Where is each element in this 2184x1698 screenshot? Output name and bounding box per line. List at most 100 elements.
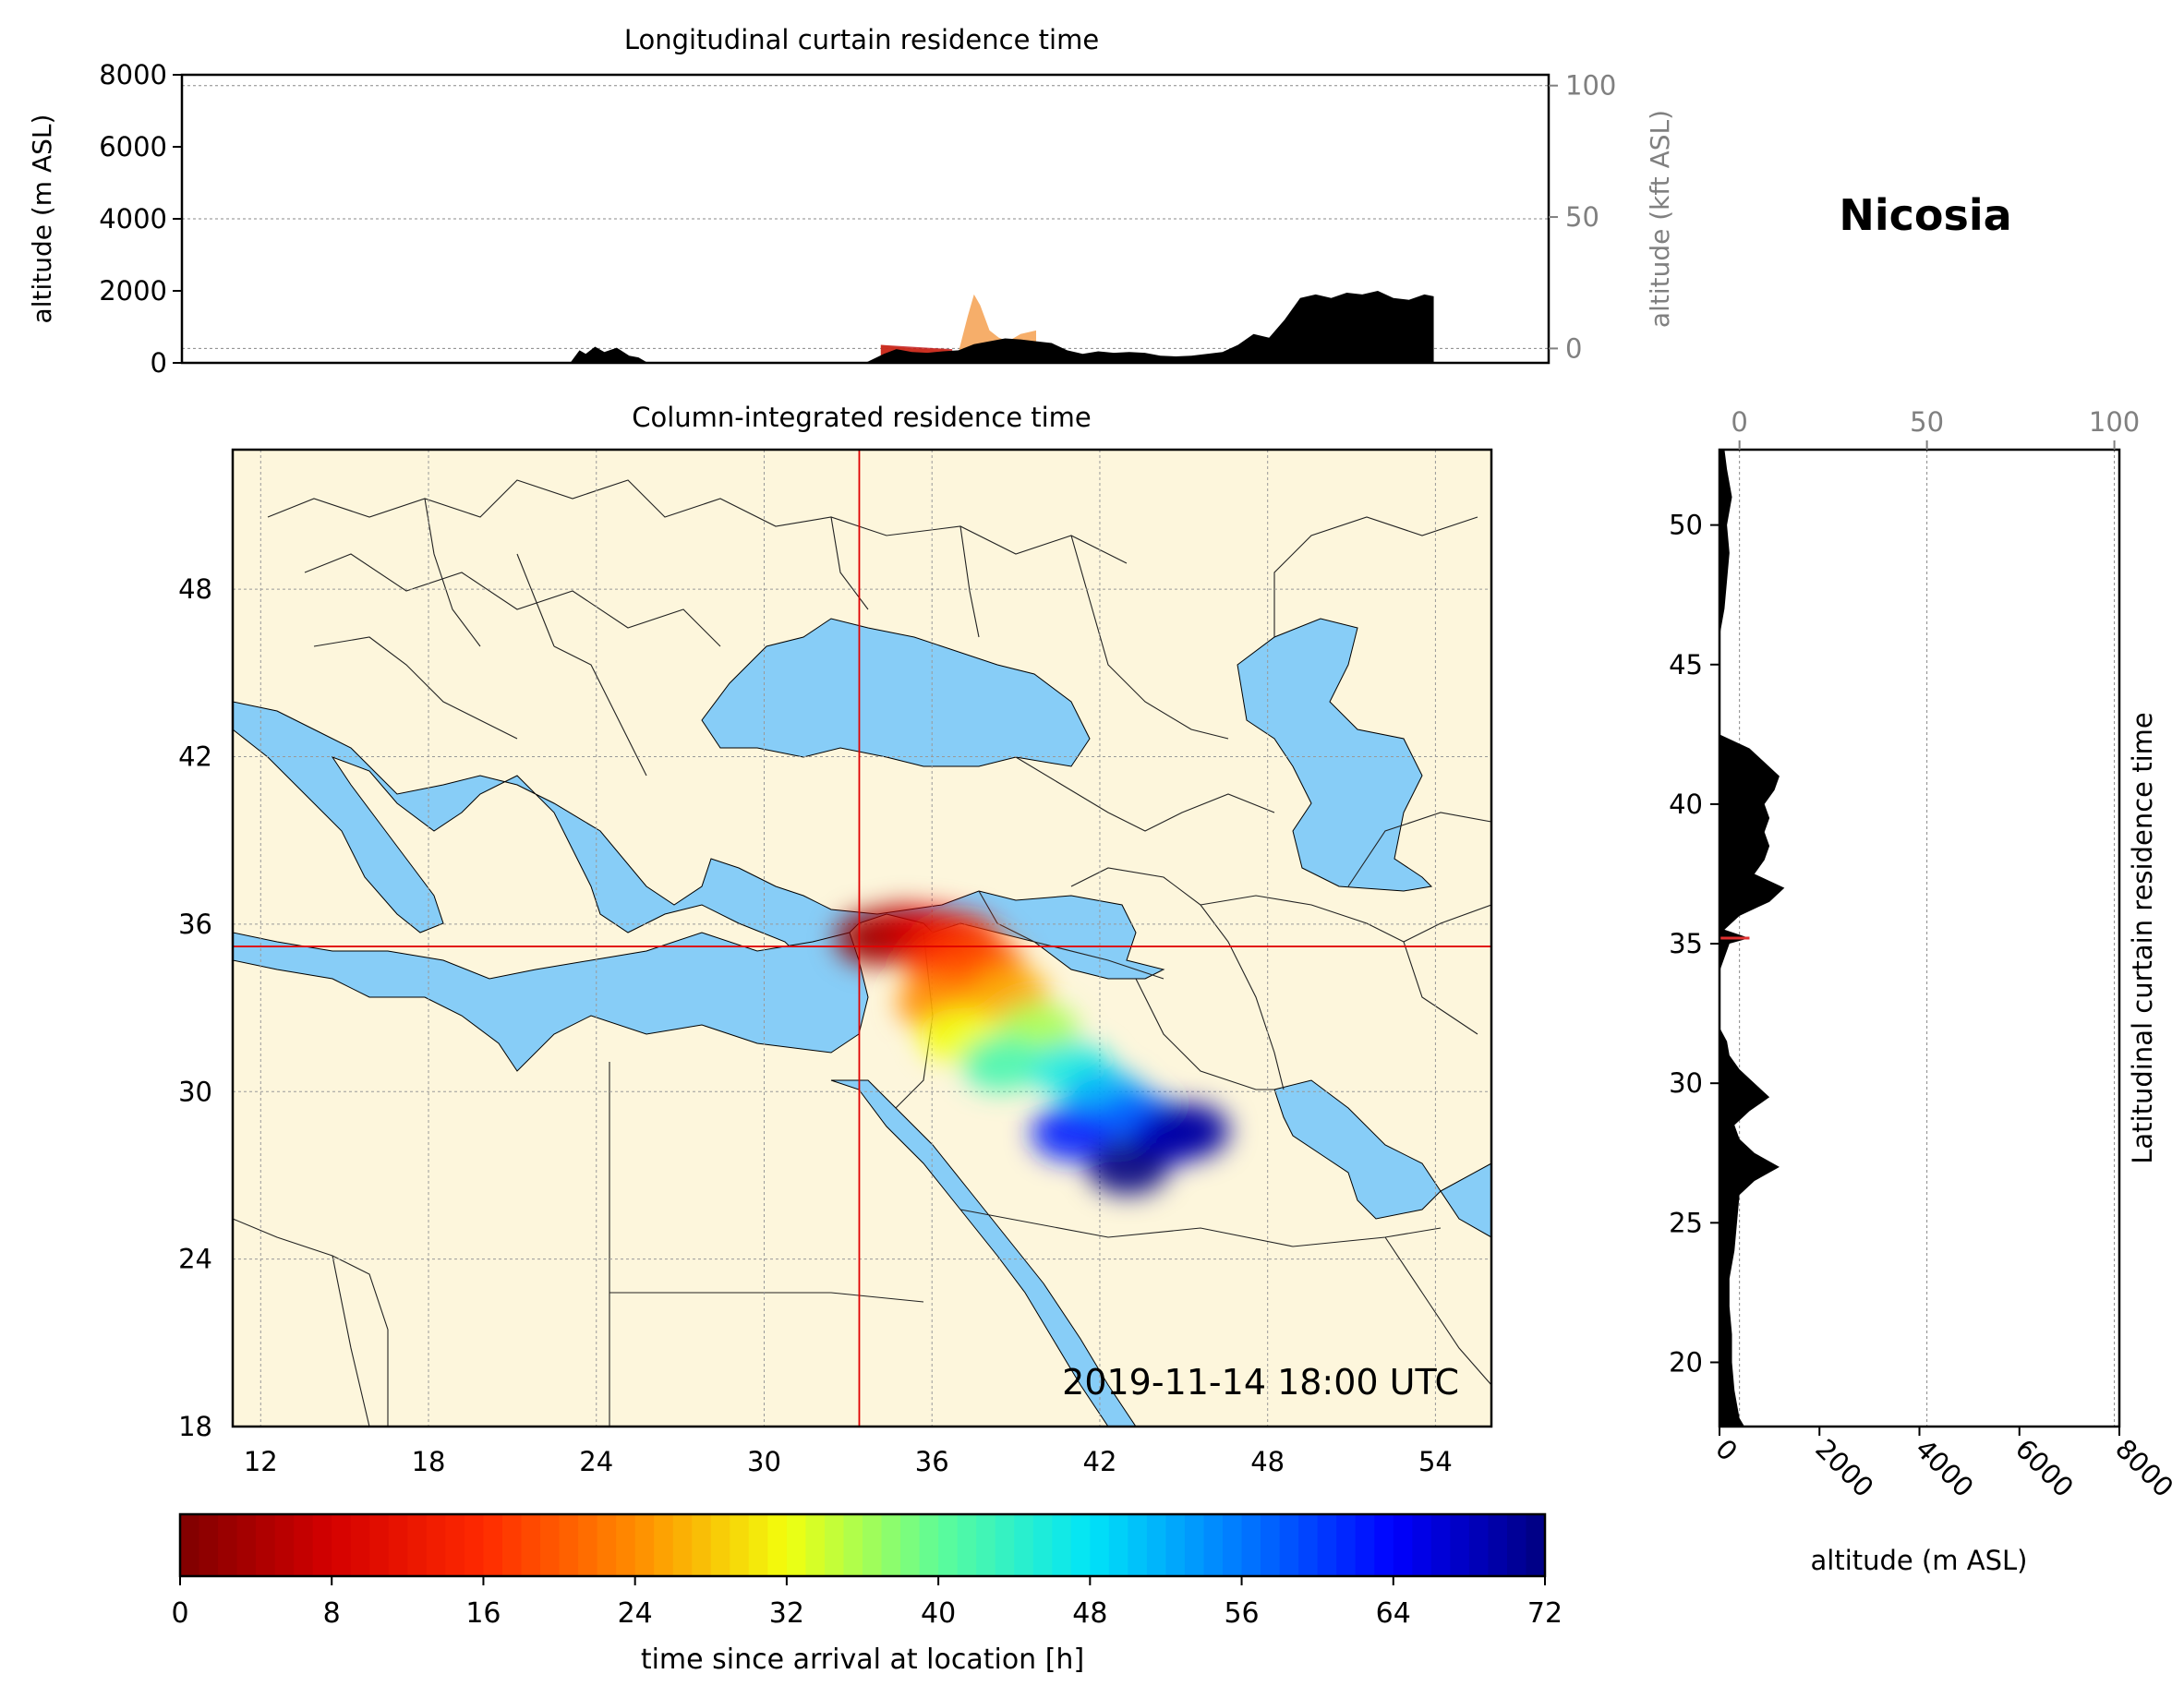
map-title: Column-integrated residence time bbox=[632, 402, 1092, 433]
colorbar-tick-label: 0 bbox=[171, 1597, 188, 1630]
colorbar-band bbox=[407, 1514, 428, 1576]
map-x-tick-label: 36 bbox=[915, 1446, 949, 1477]
right-y-tick-label: 20 bbox=[1669, 1346, 1703, 1378]
caspian-sea bbox=[1237, 618, 1433, 892]
colorbar-band bbox=[805, 1514, 826, 1576]
top-gridlines bbox=[182, 85, 1549, 349]
top-y-tick-right-label: 50 bbox=[1565, 201, 1599, 233]
colorbar-ticks: 0 8 16 24 32 40 48 56 64 72 bbox=[171, 1576, 1563, 1630]
top-y-tick-label: 4000 bbox=[99, 203, 167, 235]
colorbar-band bbox=[256, 1514, 276, 1576]
right-x-ticks: 0 2000 4000 6000 8000 bbox=[1709, 1427, 2179, 1503]
map-gridlines bbox=[233, 450, 1491, 1427]
red-sea bbox=[830, 1079, 1137, 1427]
top-y-tick-label: 0 bbox=[151, 347, 167, 379]
colorbar-tick-label: 56 bbox=[1224, 1597, 1259, 1630]
colorbar-tick-label: 48 bbox=[1072, 1597, 1107, 1630]
right-x-tick-label: 6000 bbox=[2009, 1433, 2080, 1503]
right-x-tick-label: 4000 bbox=[1910, 1433, 1980, 1503]
colorbar-band bbox=[863, 1514, 883, 1576]
colorbar-band bbox=[312, 1514, 332, 1576]
colorbar-band bbox=[540, 1514, 561, 1576]
colorbar-band bbox=[483, 1514, 503, 1576]
map-y-tick-label: 18 bbox=[178, 1411, 212, 1442]
colorbar-band bbox=[199, 1514, 219, 1576]
map-timestamp: 2019-11-14 18:00 UTC bbox=[1062, 1362, 1459, 1403]
right-x-ticks-top: 0 50 100 bbox=[1731, 406, 2140, 450]
colorbar-band bbox=[1393, 1514, 1413, 1576]
colorbar-band bbox=[1184, 1514, 1205, 1576]
column-integrated-map-panel: Column-integrated residence time bbox=[178, 402, 1493, 1477]
colorbar-band bbox=[1336, 1514, 1357, 1576]
colorbar-tick-label: 24 bbox=[618, 1597, 653, 1630]
right-x-tick-label: 8000 bbox=[2109, 1433, 2179, 1503]
colorbar-band bbox=[672, 1514, 693, 1576]
colorbar-band bbox=[1165, 1514, 1186, 1576]
colorbar-band bbox=[692, 1514, 712, 1576]
colorbar-band bbox=[1032, 1514, 1053, 1576]
colorbar-bands bbox=[180, 1514, 1546, 1576]
colorbar: 0 8 16 24 32 40 48 56 64 72 time since arrival at… bbox=[171, 1512, 1563, 1676]
colorbar-band bbox=[1070, 1514, 1091, 1576]
black-sea bbox=[701, 618, 1091, 767]
colorbar-band bbox=[919, 1514, 939, 1576]
latitudinal-curtain-panel: 0 2000 4000 6000 8000 0 50 100 20253035404550 … bbox=[1669, 406, 2179, 1576]
colorbar-band bbox=[1298, 1514, 1319, 1576]
right-x-tick-label: 2000 bbox=[1809, 1433, 1879, 1503]
colorbar-band bbox=[369, 1514, 390, 1576]
colorbar-band bbox=[350, 1514, 370, 1576]
map-y-tick-label: 48 bbox=[178, 573, 212, 605]
colorbar-band bbox=[236, 1514, 257, 1576]
right-y-tick-label: 50 bbox=[1669, 510, 1703, 541]
colorbar-tick-label: 40 bbox=[921, 1597, 956, 1630]
colorbar-band bbox=[748, 1514, 768, 1576]
colorbar-band bbox=[616, 1514, 636, 1576]
colorbar-band bbox=[1014, 1514, 1034, 1576]
map-x-tick-label: 12 bbox=[244, 1446, 278, 1477]
residence-plume bbox=[835, 904, 1230, 1195]
map-x-ticks: 12 18 24 30 36 42 48 54 bbox=[244, 1446, 1453, 1477]
colorbar-band bbox=[1108, 1514, 1128, 1576]
colorbar-band bbox=[1506, 1514, 1527, 1576]
colorbar-band bbox=[180, 1514, 200, 1576]
colorbar-band bbox=[938, 1514, 959, 1576]
colorbar-band bbox=[634, 1514, 655, 1576]
right-y-tick-label: 45 bbox=[1669, 649, 1703, 680]
colorbar-band bbox=[843, 1514, 863, 1576]
map-y-tick-label: 42 bbox=[178, 741, 212, 773]
right-ylabel: Latitudinal curtain residence time bbox=[2127, 712, 2158, 1164]
colorbar-band bbox=[559, 1514, 579, 1576]
station-name: Nicosia bbox=[1839, 190, 2011, 240]
colorbar-band bbox=[995, 1514, 1015, 1576]
map-x-tick-label: 42 bbox=[1083, 1446, 1117, 1477]
map-y-tick-label: 30 bbox=[178, 1076, 212, 1107]
colorbar-band bbox=[332, 1514, 352, 1576]
colorbar-band bbox=[976, 1514, 996, 1576]
colorbar-band bbox=[1279, 1514, 1299, 1576]
latitudinal-terrain-profile bbox=[1719, 450, 1785, 1427]
colorbar-band bbox=[900, 1514, 921, 1576]
top-y-tick-label: 8000 bbox=[99, 59, 167, 90]
right-y-tick-label: 40 bbox=[1669, 789, 1703, 820]
colorbar-band bbox=[1146, 1514, 1167, 1576]
colorbar-label: time since arrival at location [h] bbox=[641, 1644, 1084, 1676]
top-y-tick-right-label: 0 bbox=[1565, 332, 1582, 364]
map-y-tick-label: 36 bbox=[178, 909, 212, 940]
colorbar-frame bbox=[178, 1512, 1547, 1578]
colorbar-band bbox=[1488, 1514, 1508, 1576]
colorbar-band bbox=[767, 1514, 788, 1576]
colorbar-band bbox=[957, 1514, 977, 1576]
colorbar-band bbox=[1128, 1514, 1148, 1576]
map-x-tick-label: 30 bbox=[747, 1446, 781, 1477]
colorbar-band bbox=[1355, 1514, 1375, 1576]
longitudinal-curtain-panel: Longitudinal curtain residence time 0 200… bbox=[27, 24, 1675, 379]
colorbar-band bbox=[464, 1514, 485, 1576]
colorbar-band bbox=[1241, 1514, 1261, 1576]
colorbar-band bbox=[388, 1514, 408, 1576]
colorbar-band bbox=[730, 1514, 750, 1576]
colorbar-tick-label: 16 bbox=[465, 1597, 501, 1630]
colorbar-band bbox=[445, 1514, 465, 1576]
colorbar-band bbox=[1468, 1514, 1490, 1576]
colorbar-tick-label: 32 bbox=[769, 1597, 804, 1630]
